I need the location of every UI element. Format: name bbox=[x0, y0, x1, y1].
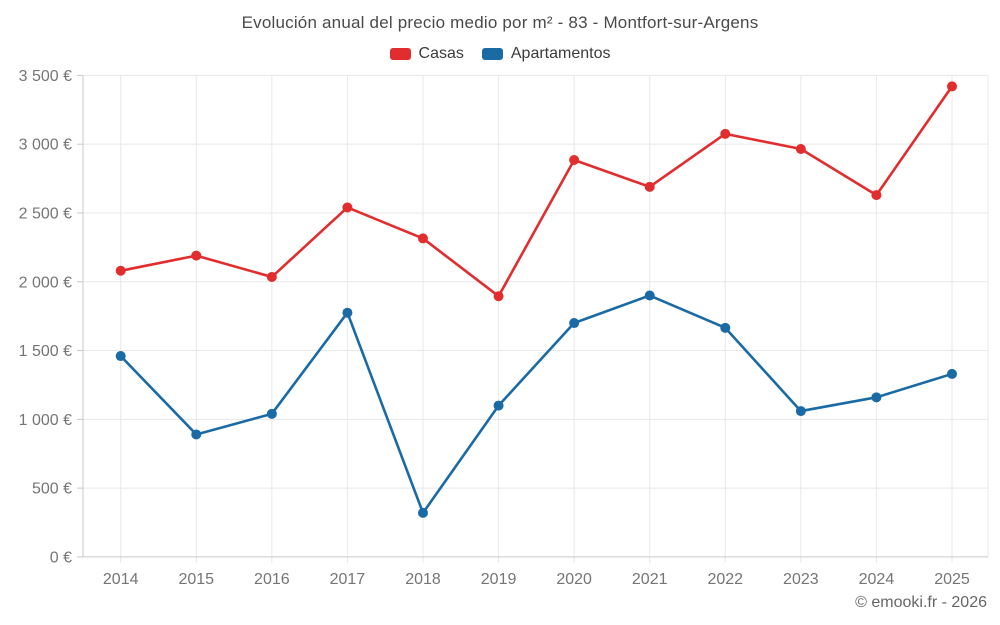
point-apartamentos-2022[interactable] bbox=[720, 322, 731, 333]
point-casas-2024[interactable] bbox=[871, 190, 882, 201]
x-tick-label: 2018 bbox=[405, 571, 441, 588]
point-apartamentos-2018[interactable] bbox=[417, 507, 428, 518]
legend-swatch-casas bbox=[389, 48, 411, 60]
y-tick-label: 2 000 € bbox=[19, 274, 72, 291]
x-tick-label: 2023 bbox=[783, 571, 819, 588]
point-apartamentos-2025[interactable] bbox=[947, 368, 957, 379]
point-apartamentos-2015[interactable] bbox=[191, 429, 202, 440]
point-casas-2018[interactable] bbox=[417, 233, 428, 244]
legend-label-casas: Casas bbox=[418, 45, 464, 62]
x-tick-label: 2021 bbox=[632, 571, 668, 588]
x-tick-label: 2024 bbox=[859, 571, 895, 588]
point-casas-2015[interactable] bbox=[191, 250, 202, 261]
point-apartamentos-2021[interactable] bbox=[644, 290, 655, 301]
series-line-apartamentos bbox=[119, 294, 954, 515]
x-tick-label: 2019 bbox=[481, 571, 517, 588]
x-tick-label: 2015 bbox=[178, 571, 214, 588]
point-apartamentos-2014[interactable] bbox=[115, 351, 126, 362]
point-casas-2021[interactable] bbox=[644, 181, 655, 192]
point-apartamentos-2017[interactable] bbox=[342, 307, 353, 318]
x-tick-label: 2017 bbox=[330, 571, 366, 588]
y-tick-label: 3 000 € bbox=[19, 137, 72, 154]
legend-label-apartamentos: Apartamentos bbox=[510, 45, 611, 62]
legend-item-casas[interactable]: Casas bbox=[389, 45, 464, 63]
watermark: © emooki.fr - 2026 bbox=[855, 594, 987, 611]
chart-title: Evolución anual del precio medio por m² … bbox=[241, 13, 759, 32]
chart-legend: Casas Apartamentos bbox=[0, 45, 1000, 63]
x-tick-label: 2022 bbox=[707, 571, 743, 588]
point-casas-2019[interactable] bbox=[493, 291, 504, 302]
point-casas-2020[interactable] bbox=[569, 155, 580, 166]
y-tick-label: 1 000 € bbox=[19, 412, 72, 429]
point-apartamentos-2023[interactable] bbox=[795, 406, 806, 417]
point-casas-2025[interactable] bbox=[947, 81, 957, 92]
point-casas-2016[interactable] bbox=[266, 271, 277, 282]
y-tick-label: 500 € bbox=[32, 481, 72, 498]
point-casas-2022[interactable] bbox=[720, 128, 731, 139]
point-apartamentos-2024[interactable] bbox=[871, 392, 882, 403]
legend-swatch-apartamentos bbox=[481, 48, 503, 60]
y-tick-label: 3 500 € bbox=[19, 68, 72, 85]
point-casas-2017[interactable] bbox=[342, 202, 353, 213]
y-tick-label: 1 500 € bbox=[19, 343, 72, 360]
point-casas-2014[interactable] bbox=[115, 265, 126, 276]
point-apartamentos-2016[interactable] bbox=[266, 408, 277, 419]
point-apartamentos-2020[interactable] bbox=[569, 318, 580, 329]
x-tick-label: 2014 bbox=[103, 571, 139, 588]
series-line-casas bbox=[119, 85, 954, 298]
x-tick-label: 2016 bbox=[254, 571, 290, 588]
x-tick-label: 2025 bbox=[934, 571, 970, 588]
y-tick-label: 0 € bbox=[50, 549, 72, 566]
x-tick-label: 2020 bbox=[556, 571, 592, 588]
legend-item-apartamentos[interactable]: Apartamentos bbox=[481, 45, 611, 63]
y-tick-label: 2 500 € bbox=[19, 205, 72, 222]
point-apartamentos-2019[interactable] bbox=[493, 400, 504, 411]
point-casas-2023[interactable] bbox=[795, 144, 806, 155]
